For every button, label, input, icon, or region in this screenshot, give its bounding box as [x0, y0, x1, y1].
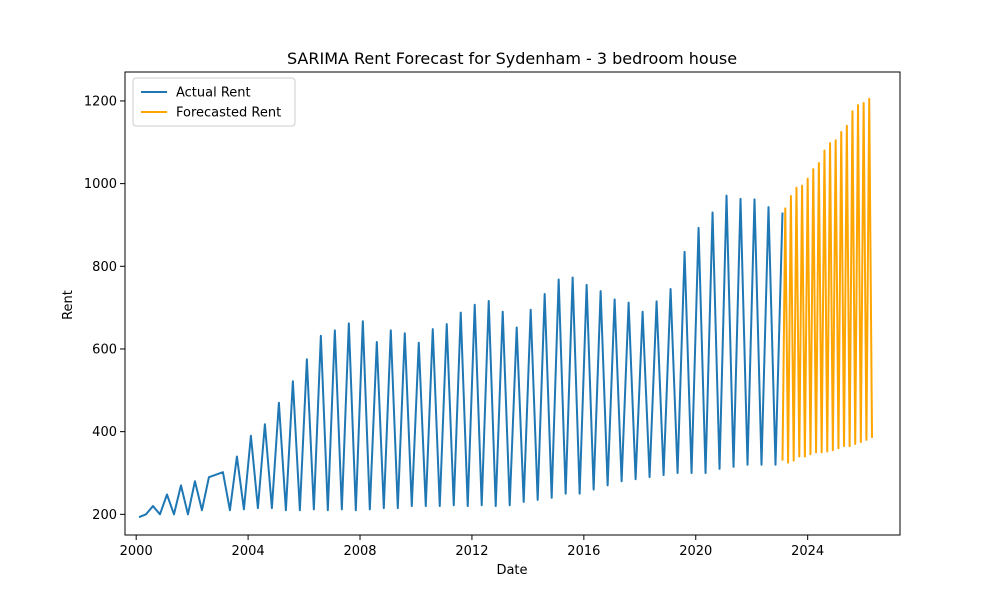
- x-tick-label: 2004: [232, 544, 265, 559]
- legend: Actual Rent Forecasted Rent: [132, 77, 296, 127]
- y-tick-label: 800: [92, 260, 117, 275]
- chart-title: SARIMA Rent Forecast for Sydenham - 3 be…: [287, 49, 737, 68]
- plot-area: [138, 97, 874, 519]
- x-tick-label: 2012: [455, 544, 488, 559]
- series-line-actual-rent: [138, 194, 784, 519]
- x-tick-label: 2000: [120, 544, 153, 559]
- x-tick-label: 2024: [791, 544, 824, 559]
- x-tick-label: 2020: [679, 544, 712, 559]
- x-axis-label: Date: [496, 563, 527, 578]
- legend-label: Actual Rent: [176, 86, 251, 101]
- x-axis: 2000 2004 2008 2012 2016 2020 2024: [120, 535, 824, 559]
- axes-frame: [124, 71, 901, 536]
- y-tick-label: 1000: [84, 177, 117, 192]
- y-tick-label: 400: [92, 425, 117, 440]
- y-tick-label: 200: [92, 508, 117, 523]
- x-tick-label: 2008: [343, 544, 376, 559]
- series-line-forecasted-rent: [781, 97, 874, 464]
- y-tick-label: 600: [92, 342, 117, 357]
- x-tick-label: 2016: [567, 544, 600, 559]
- legend-label: Forecasted Rent: [176, 106, 281, 121]
- y-tick-label: 1200: [84, 94, 117, 109]
- y-axis: 200 400 600 800 1000 1200: [84, 94, 125, 523]
- y-axis-label: Rent: [61, 290, 76, 320]
- legend-box: [132, 77, 296, 127]
